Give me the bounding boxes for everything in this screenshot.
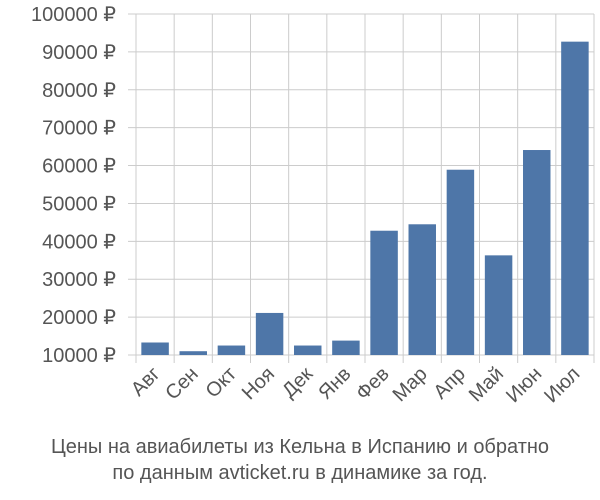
x-tick-label: Апр xyxy=(429,363,470,404)
y-tick-label: 10000 ₽ xyxy=(42,345,116,367)
chart-caption-line-2: по данным avticket.ru в динамике за год. xyxy=(112,462,488,484)
bar xyxy=(408,224,436,355)
y-tick-label: 90000 ₽ xyxy=(42,42,116,64)
bar xyxy=(217,345,246,355)
x-tick-label: Янв xyxy=(314,363,355,404)
x-tick-label: Окт xyxy=(202,363,241,402)
x-tick-label: Ноя xyxy=(238,363,279,404)
x-tick-label: Мар xyxy=(389,363,432,406)
bar xyxy=(294,345,322,355)
y-tick-label: 40000 ₽ xyxy=(42,231,116,253)
x-tick-label: Сен xyxy=(161,363,202,404)
x-tick-label: Июн xyxy=(502,363,546,407)
y-tick-label: 70000 ₽ xyxy=(42,118,116,140)
bar xyxy=(332,340,360,355)
y-tick-label: 50000 ₽ xyxy=(42,193,116,215)
bar xyxy=(523,150,551,355)
bar-chart: 10000 ₽ 20000 ₽ 30000 ₽ 40000 ₽ 50000 ₽ 60000… xyxy=(31,4,595,407)
y-tick-label: 80000 ₽ xyxy=(42,80,116,102)
bar xyxy=(179,351,207,355)
x-tick-label: Авг xyxy=(127,363,165,401)
bar xyxy=(484,255,513,355)
bar xyxy=(561,41,589,356)
x-tick-label: Фев xyxy=(352,363,394,405)
y-tick-label: 60000 ₽ xyxy=(42,156,116,178)
y-tick-label: 20000 ₽ xyxy=(42,307,116,329)
bar xyxy=(446,169,475,355)
bar xyxy=(141,342,169,355)
x-tick-label: Июл xyxy=(540,363,584,407)
x-tick-label: Дек xyxy=(278,363,317,402)
bar xyxy=(255,312,284,355)
y-tick-label: 100000 ₽ xyxy=(31,4,116,26)
x-tick-label: Май xyxy=(465,363,508,406)
bar xyxy=(370,230,398,355)
chart-caption-line-1: Цены на авиабилеты из Кельна в Испанию и… xyxy=(50,436,550,458)
y-tick-label: 30000 ₽ xyxy=(42,269,116,291)
